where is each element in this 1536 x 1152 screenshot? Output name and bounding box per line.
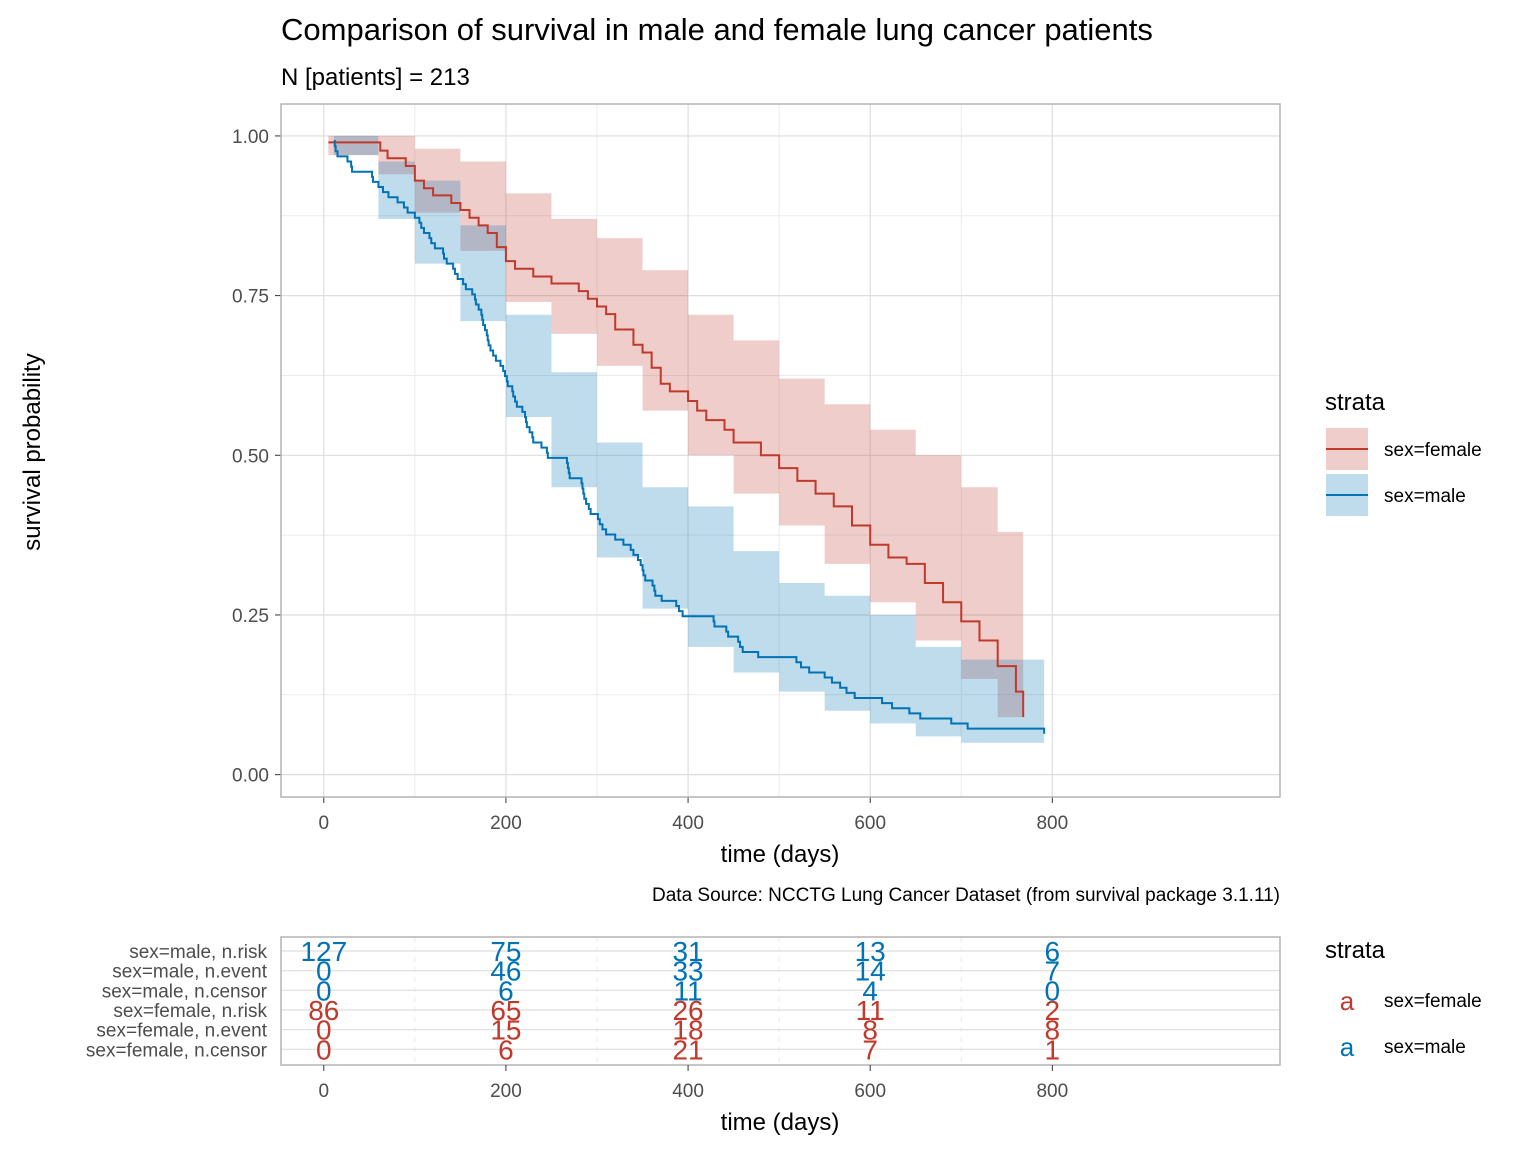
x-tick-label: 400 bbox=[672, 813, 704, 834]
table-row-label: sex=female, n.risk bbox=[113, 1001, 267, 1022]
table-cell-value: 0 bbox=[316, 1015, 332, 1046]
table-cell-value: 13 bbox=[855, 936, 886, 967]
chart-subtitle: N [patients] = 213 bbox=[281, 64, 470, 91]
x-tick-label: 600 bbox=[854, 813, 886, 834]
table-border bbox=[280, 936, 1281, 1066]
x-tick-label: 800 bbox=[1036, 813, 1068, 834]
table-cell-value: 86 bbox=[308, 995, 339, 1026]
y-axis-label: survival probability bbox=[19, 353, 46, 550]
table-cell-value: 26 bbox=[672, 995, 703, 1026]
table-x-tick-label: 400 bbox=[672, 1081, 704, 1102]
table-cell-value: 127 bbox=[300, 936, 347, 967]
table-legend-key: a bbox=[1340, 1032, 1355, 1062]
survival-curve-sex-male bbox=[333, 140, 1046, 734]
table-legend: strata a sex=female a sex=male bbox=[1325, 937, 1482, 1062]
table-row-label: sex=male, n.censor bbox=[102, 981, 268, 1002]
table-cell-value: 18 bbox=[672, 1015, 703, 1046]
table-row-label: sex=male, n.event bbox=[112, 962, 267, 983]
x-axis-label: time (days) bbox=[721, 841, 840, 868]
table-cell-value: 4 bbox=[862, 975, 878, 1006]
table-cell-value: 46 bbox=[490, 956, 521, 987]
table-row-label: sex=female, n.event bbox=[96, 1021, 267, 1042]
table-cell-value: 0 bbox=[316, 956, 332, 987]
table-cell-value: 33 bbox=[672, 956, 703, 987]
plot-border bbox=[280, 103, 1281, 798]
y-tick-label: 0.75 bbox=[232, 287, 269, 308]
chart-caption: Data Source: NCCTG Lung Cancer Dataset (… bbox=[652, 885, 1280, 906]
table-x-tick-label: 200 bbox=[490, 1081, 522, 1102]
legend-label: sex=female bbox=[1384, 440, 1482, 461]
survival-curve-sex-female bbox=[328, 141, 1025, 718]
table-legend-label: sex=male bbox=[1384, 1037, 1466, 1058]
chart-title: Comparison of survival in male and femal… bbox=[281, 12, 1153, 47]
table-cell-value: 1 bbox=[1045, 1034, 1061, 1065]
table-x-axis-label: time (days) bbox=[721, 1109, 840, 1136]
table-x-tick-label: 800 bbox=[1036, 1081, 1068, 1102]
table-row-label: sex=female, n.censor bbox=[86, 1040, 268, 1061]
plot-panel: 0 200 400 600 800 0.00 0.25 0.50 0.75 1.00 bbox=[232, 103, 1281, 834]
table-legend-key: a bbox=[1340, 986, 1355, 1016]
table-cell-value: 8 bbox=[862, 1015, 878, 1046]
table-cell-value: 2 bbox=[1045, 995, 1061, 1026]
confidence-band-sex-male bbox=[333, 135, 1045, 750]
table-cell-value: 0 bbox=[316, 1034, 332, 1065]
table-cell-value: 6 bbox=[1045, 936, 1061, 967]
table-cell-value: 0 bbox=[316, 975, 332, 1006]
table-cell-value: 11 bbox=[674, 975, 703, 1006]
table-cell-value: 11 bbox=[856, 995, 885, 1026]
y-tick-label: 0.50 bbox=[232, 446, 269, 467]
table-cell-value: 6 bbox=[498, 975, 514, 1006]
table-row-label: sex=male, n.risk bbox=[129, 942, 267, 963]
table-cell-value: 7 bbox=[862, 1034, 878, 1065]
table-cell-value: 8 bbox=[1045, 1015, 1061, 1046]
table-legend-label: sex=female bbox=[1384, 991, 1482, 1012]
x-tick-label: 0 bbox=[319, 813, 330, 834]
y-tick-label: 0.00 bbox=[232, 766, 269, 787]
y-tick-label: 0.25 bbox=[232, 606, 269, 627]
table-cell-value: 31 bbox=[672, 936, 703, 967]
table-cell-value: 7 bbox=[1045, 956, 1061, 987]
confidence-band-sex-female bbox=[328, 135, 1024, 737]
table-x-tick-label: 600 bbox=[854, 1081, 886, 1102]
plot-background bbox=[281, 104, 1280, 797]
legend-title: strata bbox=[1325, 389, 1386, 416]
table-cell-value: 0 bbox=[1045, 975, 1061, 1006]
table-x-tick-label: 0 bbox=[319, 1081, 330, 1102]
table-legend-title: strata bbox=[1325, 937, 1386, 964]
x-tick-label: 200 bbox=[490, 813, 522, 834]
table-cell-value: 15 bbox=[490, 1015, 521, 1046]
table-background bbox=[281, 937, 1280, 1065]
legend-label: sex=male bbox=[1384, 486, 1466, 507]
plot-legend: strata sex=female sex=male bbox=[1325, 389, 1482, 516]
table-cell-value: 14 bbox=[855, 956, 886, 987]
table-cell-value: 6 bbox=[498, 1034, 514, 1065]
table-cell-value: 65 bbox=[490, 995, 521, 1026]
y-tick-label: 1.00 bbox=[232, 127, 269, 148]
table-cell-value: 21 bbox=[672, 1034, 703, 1065]
table-cell-value: 75 bbox=[490, 936, 521, 967]
